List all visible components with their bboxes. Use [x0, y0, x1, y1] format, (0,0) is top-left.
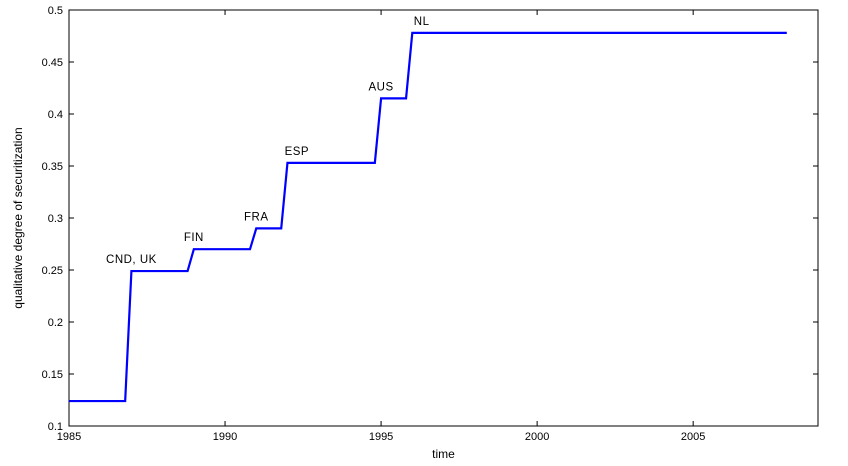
y-tick-label: 0.5: [48, 5, 63, 17]
axes-box: [68, 9, 819, 427]
annotation-label: NL: [414, 16, 430, 28]
y-tick-label: 0.2: [48, 317, 63, 329]
annotation-label: FIN: [184, 232, 204, 244]
y-tick-label: 0.1: [48, 421, 63, 433]
x-tick-label: 1995: [369, 431, 393, 443]
y-tick-label: 0.35: [42, 161, 63, 173]
x-tick-label: 1985: [57, 431, 81, 443]
x-tick-label: 2005: [681, 431, 705, 443]
y-tick-label: 0.45: [42, 57, 63, 69]
plot-area: 1985 1990 1995 2000 2005 0.1 0.15 0.2 0.25 0.3 0.3…: [42, 5, 819, 443]
series-line: [69, 31, 787, 403]
y-tick-label: 0.25: [42, 265, 63, 277]
y-axis-label: qualitative degree of securitization: [11, 127, 25, 308]
y-tick-label: 0.15: [42, 369, 63, 381]
annotation-label: ESP: [285, 146, 310, 158]
x-axis-label: time: [432, 447, 455, 461]
x-tick-label: 2000: [525, 431, 549, 443]
y-tick-label: 0.4: [48, 109, 63, 121]
annotation-label: FRA: [244, 211, 269, 223]
annotation-label: AUS: [369, 81, 394, 93]
annotation-label: CND, UK: [106, 254, 157, 266]
x-tick-label: 1990: [213, 431, 237, 443]
y-tick-label: 0.3: [48, 213, 63, 225]
